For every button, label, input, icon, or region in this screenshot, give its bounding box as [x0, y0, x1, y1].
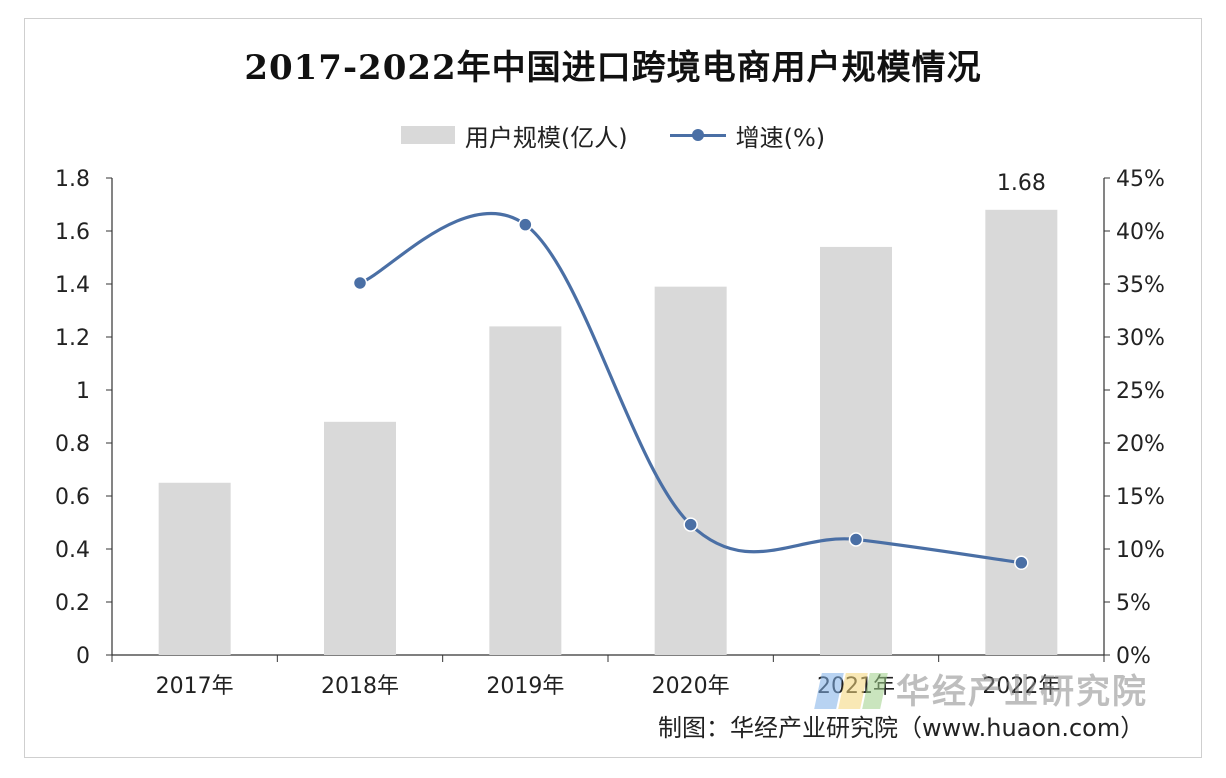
y-left-tick-label: 1.2 — [55, 326, 90, 351]
y-left-tick-label: 0.2 — [55, 591, 90, 616]
legend-item-growth: 增速(%) — [669, 118, 826, 153]
growth-point — [848, 532, 864, 547]
watermark-logo-icon — [814, 667, 888, 711]
labels-layer: 1.68 — [997, 171, 1046, 196]
x-tick-label: 2017年 — [156, 674, 234, 699]
y-right-tick-label: 45% — [1116, 167, 1165, 192]
x-tick-label: 2018年 — [321, 674, 399, 699]
growth-point — [1014, 555, 1029, 571]
chart-title: 2017-2022年中国进口跨境电商用户规模情况 — [244, 48, 982, 88]
bar — [489, 326, 562, 655]
y-left-tick-label: 0.4 — [55, 538, 90, 563]
y-right-tick-label: 0% — [1116, 644, 1151, 669]
watermark: 华经产业研究院 — [814, 664, 1148, 713]
bar — [985, 209, 1058, 656]
y-right-tick-label: 25% — [1116, 379, 1165, 404]
x-tick-label: 2020年 — [652, 674, 730, 699]
y-left-tick-label: 1.8 — [55, 167, 90, 192]
bar — [654, 286, 727, 655]
legend-item-users: 用户规模(亿人) — [400, 118, 628, 153]
y-right-tick-label: 5% — [1116, 591, 1151, 616]
legend-bar-swatch — [400, 126, 455, 144]
x-tick-label: 2022年 — [982, 674, 1060, 699]
y-right-tick-label: 30% — [1116, 326, 1165, 351]
y-right-tick-label: 40% — [1116, 220, 1165, 245]
y-right-tick-label: 20% — [1116, 432, 1165, 457]
growth-line — [359, 211, 1022, 565]
growth-point — [518, 217, 533, 232]
y-left-tick-label: 0.6 — [55, 485, 90, 510]
bar — [324, 421, 396, 655]
legend-label-users: 用户规模(亿人) — [464, 123, 628, 152]
y-right-tick-label: 15% — [1116, 485, 1165, 510]
bar — [820, 246, 892, 655]
x-tick-label: 2019年 — [486, 674, 564, 699]
line-layer — [352, 211, 1029, 571]
y-left-tick-label: 0 — [76, 644, 90, 669]
y-right-tick-label: 35% — [1116, 273, 1165, 298]
y-left-tick-label: 1 — [76, 379, 90, 404]
legend-line-swatch — [669, 126, 726, 144]
source-note: 制图：华经产业研究院（www.huaon.com） — [658, 714, 1145, 742]
bars-layer — [158, 209, 1058, 656]
y-right-tick-label: 10% — [1116, 538, 1165, 563]
growth-point — [352, 275, 368, 291]
y-left-tick-label: 1.4 — [55, 273, 90, 298]
y-left-tick-label: 1.6 — [55, 220, 90, 245]
chart-legend: 用户规模(亿人) 增速(%) — [0, 115, 1226, 155]
legend-label-growth: 增速(%) — [735, 123, 826, 152]
growth-point — [683, 517, 698, 532]
y-left-tick-label: 0.8 — [55, 432, 90, 457]
watermark-text: 华经产业研究院 — [896, 672, 1148, 712]
bar-data-label: 1.68 — [997, 171, 1046, 196]
bar — [158, 482, 231, 655]
